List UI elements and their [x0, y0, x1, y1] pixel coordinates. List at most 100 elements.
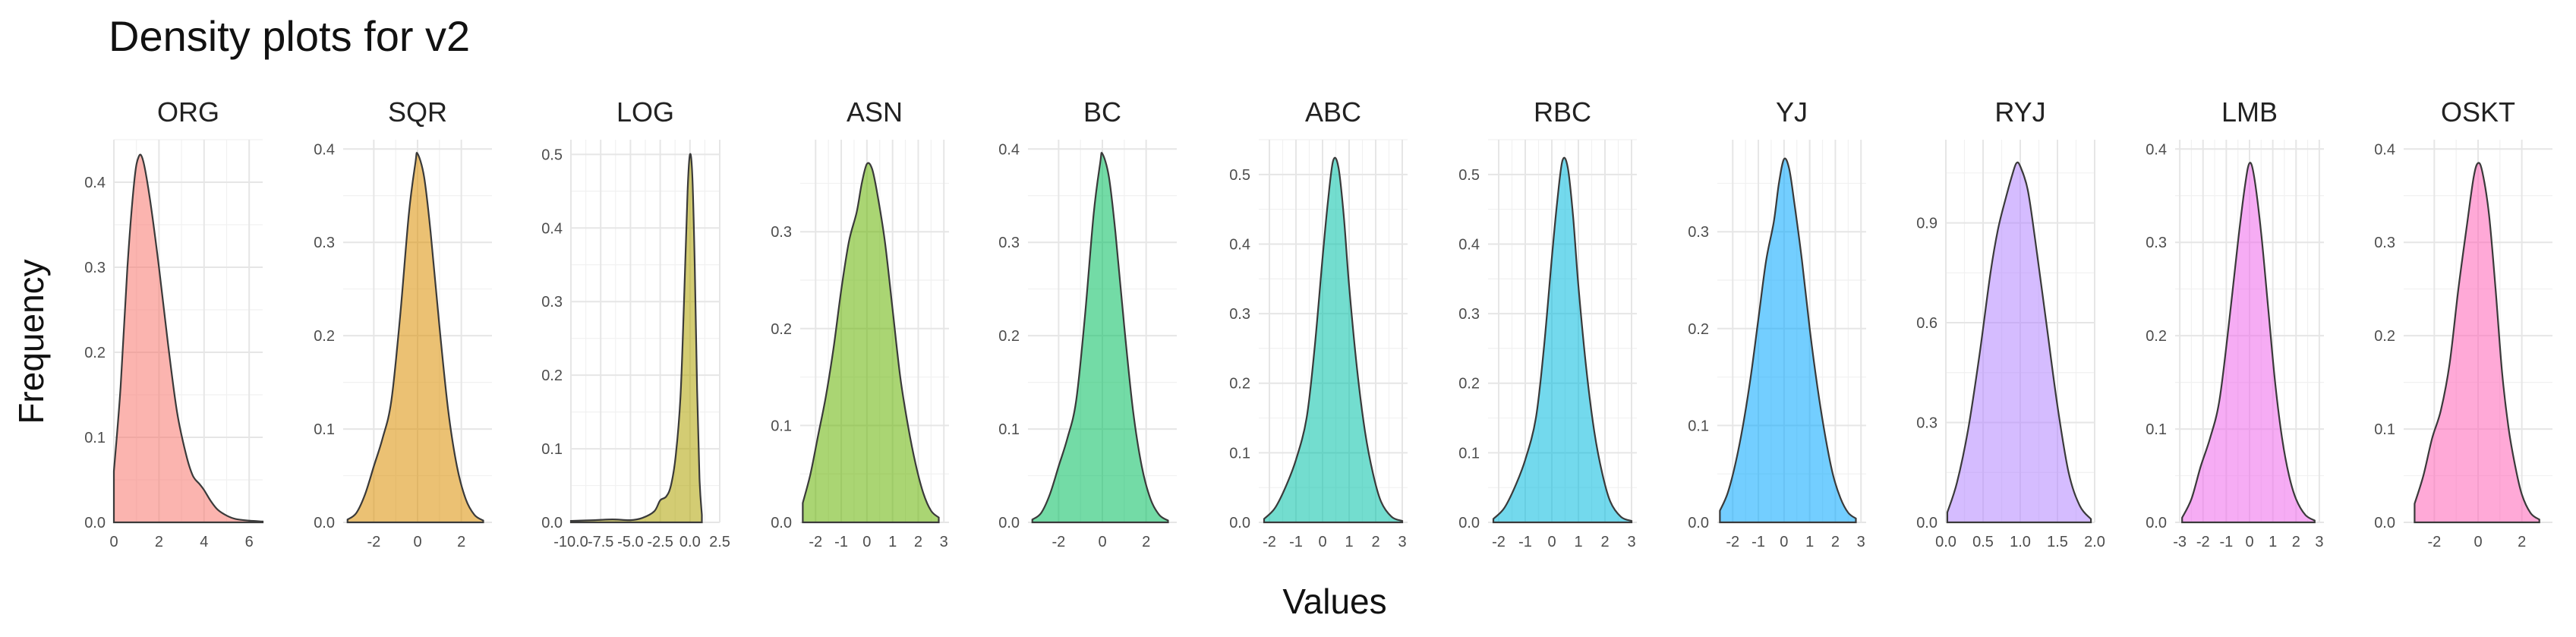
x-tick-label: -2	[809, 534, 822, 550]
y-tick-label: 0.1	[2374, 421, 2395, 438]
y-tick-label: 0.0	[2146, 515, 2167, 531]
y-tick-label: 0.3	[1688, 224, 1709, 241]
facet-label-org: ORG	[157, 96, 219, 128]
x-tick-label: -1	[1289, 534, 1303, 550]
y-tick-label: 0.0	[84, 515, 106, 531]
y-tick-label: 0.3	[2146, 235, 2167, 251]
facet-panel-bc: -2 0 2 0.0 0.1 0.2 0.3 0.4 BC	[998, 96, 1177, 550]
density-area-rbc	[1492, 156, 1633, 524]
x-tick-label: -3	[2173, 534, 2187, 550]
x-tick-label: 3	[2315, 534, 2323, 550]
y-tick-label: 0.3	[771, 224, 792, 241]
facet-label-log: LOG	[616, 96, 674, 128]
facet-label-asn: ASN	[847, 96, 903, 128]
facet-panel-abc: -2 -1 0 1 2 3 0.0 0.1 0.2 0.3 0.4 0.5 ABC	[1229, 96, 1408, 550]
facet-label-yj: YJ	[1776, 96, 1808, 128]
facet-label-lmb: LMB	[2221, 96, 2278, 128]
y-tick-label: 0.2	[541, 367, 563, 384]
y-tick-label: 0.1	[2146, 421, 2167, 438]
density-area-log	[569, 153, 703, 524]
y-tick-label: 0.0	[1458, 515, 1480, 531]
y-tick-label: 0.0	[771, 515, 792, 531]
x-tick-label: -2	[1263, 534, 1276, 550]
x-tick-label: 0	[413, 534, 421, 550]
x-tick-label: 0	[2245, 534, 2253, 550]
facet-panel-asn: -2 -1 0 1 2 3 0.0 0.1 0.2 0.3 ASN	[771, 96, 949, 550]
y-tick-label: 0.1	[1458, 445, 1480, 462]
x-tick-label: 1	[1805, 534, 1814, 550]
facet-label-sqr: SQR	[388, 96, 447, 128]
chart-title: Density plots for v2	[109, 12, 470, 60]
x-tick-label: -1	[1518, 534, 1532, 550]
x-tick-label: 3	[940, 534, 948, 550]
x-tick-label: 3	[1627, 534, 1635, 550]
x-tick-label: -2	[1052, 534, 1065, 550]
x-tick-label: 0.0	[1935, 534, 1956, 550]
facet-panel-org: 0 2 4 6 0.0 0.1 0.2 0.3 0.4 ORG	[84, 96, 264, 550]
density-area-oskt	[2414, 162, 2540, 524]
y-tick-label: 0.3	[541, 294, 563, 311]
x-tick-label: 2	[1600, 534, 1609, 550]
y-tick-label: 0.4	[541, 220, 563, 237]
y-tick-label: 0.0	[1229, 515, 1250, 531]
x-tick-label: 6	[245, 534, 254, 550]
y-tick-label: 0.1	[84, 430, 106, 446]
x-tick-label: 4	[200, 534, 208, 550]
x-tick-label: -2	[2196, 534, 2210, 550]
x-tick-label: -5.0	[617, 534, 643, 550]
x-tick-label: 1.0	[2010, 534, 2031, 550]
facet-panel-log: -10.0 -7.5 -5.0 -2.5 0.0 2.5 0.0 0.1 0.2 0.3 0.4 0.…	[541, 96, 730, 550]
density-area-asn	[802, 162, 940, 524]
facet-panels: 0 2 4 6 0.0 0.1 0.2 0.3 0.4 ORG -2 0 2 0.0 0.1 0.2 0.3 0.…	[84, 96, 2552, 550]
x-tick-label: 2	[2518, 534, 2526, 550]
y-axis-label: Frequency	[11, 259, 51, 424]
y-tick-label: 0.4	[84, 175, 106, 191]
y-tick-label: 0.1	[314, 421, 335, 438]
x-tick-label: -2	[2427, 534, 2441, 550]
x-tick-label: 1	[2269, 534, 2277, 550]
y-tick-label: 0.4	[1229, 236, 1250, 253]
y-tick-label: 0.9	[1916, 216, 1938, 232]
facet-label-rbc: RBC	[1534, 96, 1591, 128]
y-tick-label: 0.3	[998, 235, 1020, 251]
x-tick-label: 2	[1371, 534, 1379, 550]
y-tick-label: 0.3	[1916, 415, 1938, 432]
y-tick-label: 0.0	[1916, 515, 1938, 531]
x-tick-label: 2.5	[709, 534, 730, 550]
x-tick-label: 2	[2292, 534, 2300, 550]
x-tick-label: -7.5	[588, 534, 613, 550]
density-area-yj	[1719, 157, 1857, 524]
y-tick-label: 0.2	[998, 328, 1020, 345]
y-tick-label: 0.2	[1229, 376, 1250, 393]
density-area-org	[112, 153, 264, 524]
y-tick-label: 0.2	[84, 345, 106, 361]
y-tick-label: 0.4	[2374, 141, 2395, 158]
density-area-lmb	[2181, 162, 2316, 524]
x-tick-label: 0	[1318, 534, 1326, 550]
x-tick-label: -1	[834, 534, 848, 550]
facet-label-abc: ABC	[1305, 96, 1361, 128]
facet-label-oskt: OSKT	[2441, 96, 2515, 128]
y-tick-label: 0.3	[1229, 306, 1250, 323]
y-tick-label: 0.1	[1688, 418, 1709, 434]
y-tick-label: 0.0	[998, 515, 1020, 531]
x-tick-label: 0.0	[679, 534, 701, 550]
y-tick-label: 0.0	[541, 515, 563, 531]
density-area-bc	[1031, 152, 1169, 524]
x-tick-label: 0	[1098, 534, 1106, 550]
y-tick-label: 0.5	[541, 147, 563, 163]
y-tick-label: 0.6	[1916, 315, 1938, 332]
y-tick-label: 0.1	[998, 421, 1020, 438]
x-tick-label: 2	[457, 534, 465, 550]
y-tick-label: 0.2	[2374, 328, 2395, 345]
facet-panel-sqr: -2 0 2 0.0 0.1 0.2 0.3 0.4 SQR	[314, 96, 492, 550]
x-tick-label: 0	[1780, 534, 1788, 550]
x-tick-label: 2.0	[2084, 534, 2105, 550]
x-tick-label: 0	[109, 534, 118, 550]
y-tick-label: 0.2	[2146, 328, 2167, 345]
x-tick-label: -2	[1726, 534, 1739, 550]
x-tick-label: 2	[1831, 534, 1840, 550]
y-tick-label: 0.3	[1458, 306, 1480, 323]
